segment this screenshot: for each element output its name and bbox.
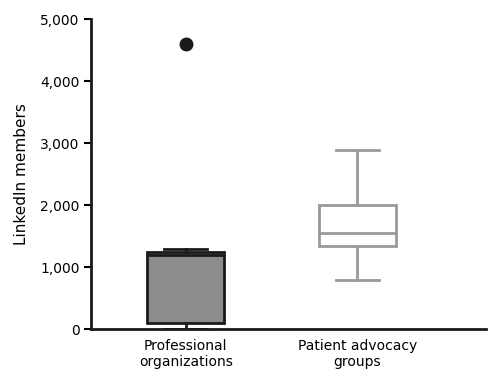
Y-axis label: LinkedIn members: LinkedIn members bbox=[14, 103, 29, 245]
Bar bbox=[318, 205, 396, 246]
Bar bbox=[147, 252, 224, 323]
